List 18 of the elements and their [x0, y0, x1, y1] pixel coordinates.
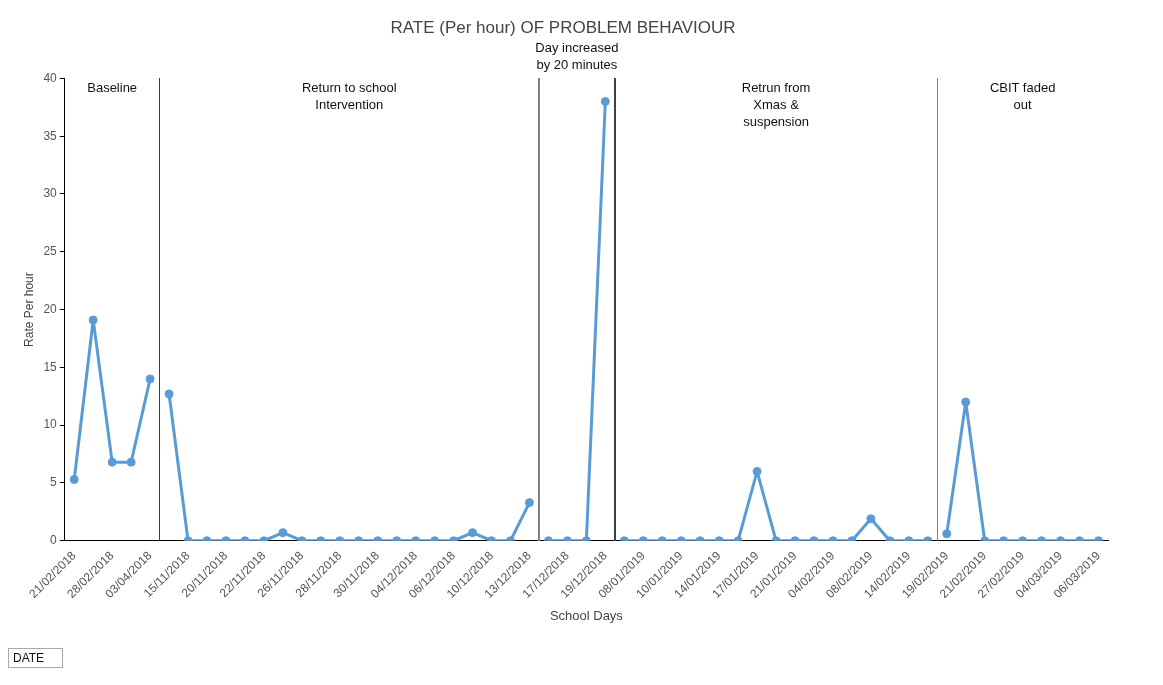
annotation: Return to school Intervention — [301, 80, 397, 113]
y-tick-label: 30 — [43, 186, 58, 201]
annotation: Baseline — [87, 80, 138, 96]
y-axis-title: Rate Per hour — [21, 272, 36, 347]
annotation: Retrun from Xmas & suspension — [741, 80, 811, 130]
y-tick-label: 35 — [43, 128, 58, 143]
y-tick-label: 0 — [50, 533, 58, 548]
annotation: CBIT faded out — [989, 80, 1056, 113]
y-tick-label: 40 — [43, 70, 58, 85]
text: Day increased by 20 minutes — [535, 40, 619, 73]
x-axis-title: School Days — [549, 607, 624, 623]
y-tick-label: 20 — [43, 301, 58, 316]
chart-title: RATE (Per hour) OF PROBLEM BEHAVIOUR — [390, 17, 736, 37]
y-tick-label: 5 — [50, 475, 58, 490]
y-tick-label: 25 — [43, 244, 58, 259]
y-tick-label: 15 — [43, 359, 58, 374]
y-tick-label: 10 — [43, 417, 58, 432]
text: DATE — [8, 648, 64, 668]
